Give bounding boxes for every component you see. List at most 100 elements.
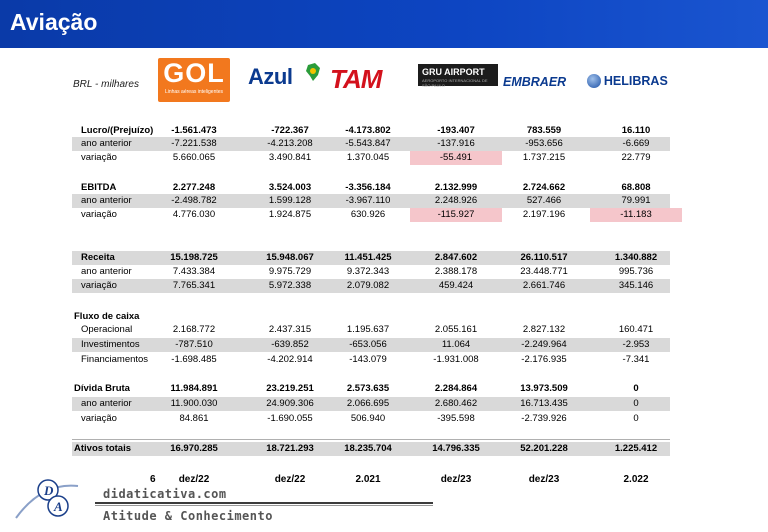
- ebitda-prev-row: ano anterior -2.498.782 1.599.128 -3.967.11…: [72, 194, 670, 208]
- title-bar: Aviação: [0, 0, 768, 48]
- row-label: ano anterior: [81, 195, 132, 206]
- table-cell: 11.064: [441, 339, 471, 350]
- azul-brazil-map-icon: [306, 63, 320, 81]
- table-cell: 1.924.875: [268, 209, 312, 220]
- period-label: 2.021: [355, 474, 381, 485]
- table-cell: 2.277.248: [172, 182, 216, 193]
- azul-logo: Azul: [248, 64, 293, 89]
- table-cell: 2.437.315: [268, 324, 312, 335]
- financiamentos-row: Financiamentos -1.698.485 -4.202.914 -143.0…: [72, 353, 670, 367]
- brand-monogram-a: A: [53, 499, 63, 514]
- table-cell: 11.451.425: [344, 252, 392, 263]
- table-cell: -5.543.847: [345, 138, 391, 149]
- table-cell: 2.055.161: [434, 324, 478, 335]
- divida-bruta-row: Dívida Bruta 11.984.891 23.219.251 2.573.63…: [72, 382, 670, 396]
- table-cell: 68.808: [621, 182, 651, 193]
- helibras-logo-word: HELIBRAS: [603, 74, 668, 88]
- table-cell: 3.524.003: [268, 182, 312, 193]
- brand-tagline: Atitude & Conhecimento: [103, 509, 273, 523]
- table-cell: 1.225.412: [614, 443, 658, 454]
- table-cell: -6.669: [622, 138, 650, 149]
- ebitda-var-row: variação 4.776.030 1.924.875 630.926 -115.92…: [72, 208, 682, 222]
- table-cell: 15.198.725: [170, 252, 218, 263]
- brand-name: didaticativa.com: [103, 487, 227, 501]
- table-cell: -1.561.473: [171, 125, 217, 136]
- table-cell: 345.146: [618, 280, 654, 291]
- table-cell: -4.202.914: [267, 354, 313, 365]
- table-cell: -7.341: [622, 354, 650, 365]
- table-cell: 52.201.228: [520, 443, 568, 454]
- page-title: Aviação: [10, 9, 98, 35]
- row-label: variação: [81, 209, 117, 220]
- table-cell: 459.424: [438, 280, 474, 291]
- tam-logo: TAM: [330, 64, 382, 94]
- table-cell: -193.407: [437, 125, 475, 136]
- table-cell: 2.168.772: [172, 324, 216, 335]
- receita-row: Receita 15.198.725 15.948.067 11.451.425 2.8…: [72, 251, 670, 265]
- table-cell: -2.953: [622, 339, 650, 350]
- table-cell: 22.779: [621, 152, 651, 163]
- table-cell: 2.680.462: [434, 398, 478, 409]
- table-cell: 13.973.509: [520, 383, 568, 394]
- table-cell: -2.739.926: [521, 413, 567, 424]
- table-cell: 1.737.215: [522, 152, 566, 163]
- table-cell: 2.066.695: [346, 398, 390, 409]
- table-cell: -1.690.055: [267, 413, 313, 424]
- table-cell: 1.599.128: [268, 195, 312, 206]
- receita-var-row: variação 7.765.341 5.972.338 2.079.082 459.4…: [72, 279, 670, 293]
- gol-logo-tagline: Linhas aéreas inteligentes: [164, 89, 224, 95]
- table-cell: 0: [633, 398, 639, 409]
- helibras-globe-icon: [587, 74, 601, 88]
- table-cell: 9.975.729: [268, 266, 312, 277]
- table-cell: 23.219.251: [266, 383, 314, 394]
- table-cell: 26.110.517: [520, 252, 568, 263]
- divida-prev-row: ano anterior 11.900.030 24.909.306 2.066.69…: [72, 397, 670, 411]
- gru-logo-sub: AEROPORTO INTERNACIONAL DE SÃO PAULO: [422, 78, 488, 88]
- table-cell: 5.660.065: [172, 152, 216, 163]
- row-label: Receita: [81, 252, 115, 263]
- table-cell: 630.926: [350, 209, 386, 220]
- lucro-var-row: variação 5.660.065 3.490.841 1.370.045 -55.4…: [72, 151, 670, 165]
- table-cell: -722.367: [271, 125, 309, 136]
- period-label: dez/23: [440, 474, 472, 485]
- table-cell: -395.598: [437, 413, 475, 424]
- table-cell: 1.370.045: [346, 152, 390, 163]
- table-cell: 11.900.030: [170, 398, 218, 409]
- table-cell: 9.372.343: [346, 266, 390, 277]
- row-label: Dívida Bruta: [74, 383, 130, 394]
- table-divider: [72, 439, 670, 440]
- row-label: Investimentos: [81, 339, 140, 350]
- table-cell: 16.713.435: [520, 398, 568, 409]
- table-cell: 3.490.841: [268, 152, 312, 163]
- gru-logo-word: GRU AIRPORT: [422, 67, 485, 77]
- table-cell: 15.948.067: [266, 252, 314, 263]
- table-cell: 783.559: [526, 125, 562, 136]
- table-cell: 11.984.891: [170, 383, 218, 394]
- table-cell: 2.827.132: [522, 324, 566, 335]
- table-cell: 18.721.293: [266, 443, 314, 454]
- table-cell: 16.110: [621, 125, 651, 136]
- table-cell: 79.991: [621, 195, 651, 206]
- table-cell: 7.433.384: [172, 266, 216, 277]
- embraer-logo: EMBRAER: [503, 75, 567, 89]
- table-cell: 2.284.864: [434, 383, 478, 394]
- table-cell: -137.916: [437, 138, 475, 149]
- table-cell: 2.847.602: [434, 252, 478, 263]
- ebitda-row: EBITDA 2.277.248 3.524.003 -3.356.184 2.132.…: [72, 181, 670, 195]
- lucro-row: Lucro/(Prejuízo) -1.561.473 -722.367 -4.173…: [72, 124, 670, 138]
- page-number: 6: [150, 474, 156, 485]
- investimentos-row: Investimentos -787.510 -639.852 -653.056 11.…: [72, 338, 670, 352]
- table-cell: -11.183: [590, 208, 682, 222]
- table-cell: -2.498.782: [171, 195, 217, 206]
- brand-divider: [95, 502, 433, 504]
- gru-airport-logo: GRU AIRPORT AEROPORTO INTERNACIONAL DE S…: [418, 64, 498, 88]
- table-cell: -2.176.935: [521, 354, 567, 365]
- brand-divider-thin: [95, 505, 433, 506]
- receita-prev-row: ano anterior 7.433.384 9.975.729 9.372.343 2…: [72, 265, 670, 279]
- period-label: dez/22: [274, 474, 306, 485]
- table-cell: -143.079: [349, 354, 387, 365]
- row-label: Financiamentos: [81, 354, 149, 365]
- table-cell: -1.698.485: [171, 354, 217, 365]
- table-cell: 24.909.306: [266, 398, 314, 409]
- lucro-prev-row: ano anterior -7.221.538 -4.213.208 -5.543.8…: [72, 137, 670, 151]
